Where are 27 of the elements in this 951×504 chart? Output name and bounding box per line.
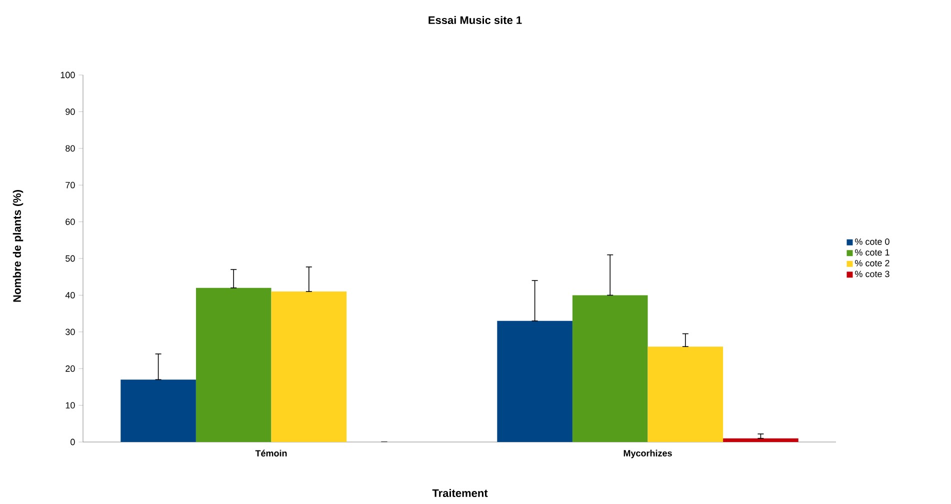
y-tick-label: 0 [70, 438, 75, 446]
bar [271, 292, 347, 442]
y-tick-label: 40 [65, 292, 75, 298]
bar [648, 346, 724, 442]
bar [196, 288, 272, 442]
y-tick-label: 10 [66, 402, 75, 408]
y-tick-label: 30 [66, 328, 75, 336]
y-tick-label: 100 [60, 72, 75, 78]
bar [723, 438, 798, 442]
legend-label: % cote 2 [855, 260, 890, 266]
y-tick-label: 60 [66, 218, 75, 225]
x-tick-label: Mycorhizes [624, 450, 672, 458]
y-tick-label: 50 [66, 255, 75, 262]
y-axis-title: Nombre de plants (%) [12, 190, 24, 302]
y-tick-label: 70 [66, 182, 75, 188]
chart-title: Essai Music site 1 [428, 16, 522, 24]
y-tick-label: 90 [66, 108, 75, 115]
bar [120, 380, 196, 442]
x-axis-title: Traitement [432, 488, 488, 498]
x-tick-label: Témoin [255, 450, 287, 456]
y-tick-label: 80 [66, 145, 75, 152]
legend-label: % cote 0 [855, 238, 890, 245]
legend-label: % cote 1 [855, 249, 890, 256]
y-tick-label: 20 [66, 365, 75, 372]
bar [497, 320, 572, 442]
bar [572, 295, 648, 442]
legend-label: % cote 3 [855, 270, 890, 278]
